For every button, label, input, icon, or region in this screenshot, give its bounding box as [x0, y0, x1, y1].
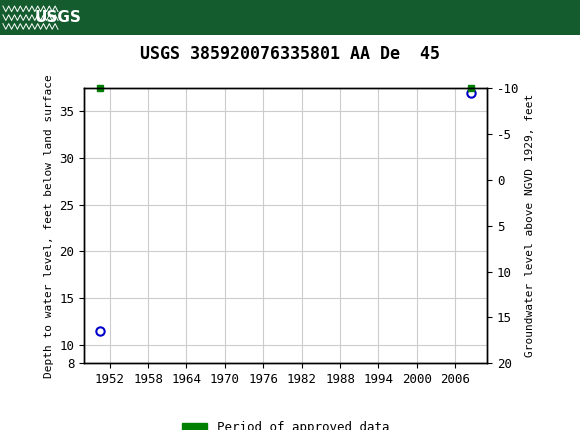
Text: USGS: USGS — [35, 10, 82, 25]
Y-axis label: Groundwater level above NGVD 1929, feet: Groundwater level above NGVD 1929, feet — [525, 94, 535, 357]
Bar — [0, 0, 580, 35]
Text: USGS 385920076335801 AA De  45: USGS 385920076335801 AA De 45 — [140, 45, 440, 63]
Y-axis label: Depth to water level, feet below land surface: Depth to water level, feet below land su… — [44, 74, 54, 378]
Legend: Period of approved data: Period of approved data — [177, 416, 394, 430]
